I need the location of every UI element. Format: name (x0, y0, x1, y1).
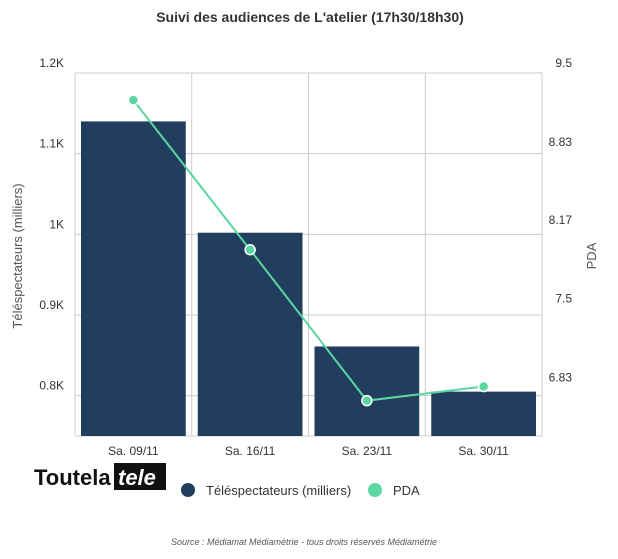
pda-point-1 (244, 244, 256, 256)
logo-text-part2: tele (118, 465, 156, 490)
x-tick-1: Sa. 16/11 (225, 444, 276, 458)
y-axis-left-title: Téléspectateurs (milliers) (10, 183, 25, 328)
bar-series (81, 121, 536, 437)
x-axis: Sa. 09/11 Sa. 16/11 Sa. 23/11 Sa. 30/11 (108, 444, 509, 458)
legend-label-bars: Téléspectateurs (milliers) (206, 483, 351, 498)
source-note: Source : Médiamat Médiamétrie - tous dro… (171, 537, 437, 547)
y-axis-right-title: PDA (584, 242, 599, 269)
pda-point-3 (477, 380, 490, 393)
logo: Toutela tele (34, 463, 166, 490)
line-series (127, 94, 490, 407)
pda-line (132, 99, 484, 402)
y-tick-right-3: 8.83 (549, 135, 573, 149)
x-tick-0: Sa. 09/11 (108, 444, 159, 458)
y-tick-right-4: 9.5 (555, 56, 572, 70)
y-tick-left-1: 0.9K (39, 298, 64, 312)
y-tick-left-4: 1.2K (39, 56, 64, 70)
logo-box (114, 463, 166, 490)
legend-marker-line (368, 483, 382, 497)
legend-label-line: PDA (393, 483, 420, 498)
y-tick-left-2: 1K (49, 217, 64, 231)
y-tick-right-0: 6.83 (549, 371, 573, 385)
bar-0 (81, 121, 186, 437)
y-tick-left-0: 0.8K (39, 379, 64, 393)
y-tick-left-3: 1.1K (39, 137, 64, 151)
pda-point-2 (361, 394, 373, 407)
x-tick-2: Sa. 23/11 (342, 444, 393, 458)
y-axis-right: 6.83 7.5 8.17 8.83 9.5 (549, 56, 573, 385)
pda-point-0 (127, 94, 140, 106)
logo-text-part1: Toutela (34, 465, 111, 490)
legend-marker-bars (181, 483, 195, 497)
y-axis-left: 0.8K 0.9K 1K 1.1K 1.2K (39, 56, 64, 393)
legend: Téléspectateurs (milliers) PDA (181, 483, 420, 498)
y-tick-right-2: 8.17 (549, 213, 573, 227)
x-tick-3: Sa. 30/11 (458, 444, 509, 458)
y-tick-right-1: 7.5 (555, 292, 572, 306)
chart-title: Suivi des audiences de L'atelier (17h30/… (156, 9, 464, 25)
bar-1 (197, 232, 303, 436)
bar-3 (431, 391, 536, 436)
bar-2 (314, 346, 420, 436)
